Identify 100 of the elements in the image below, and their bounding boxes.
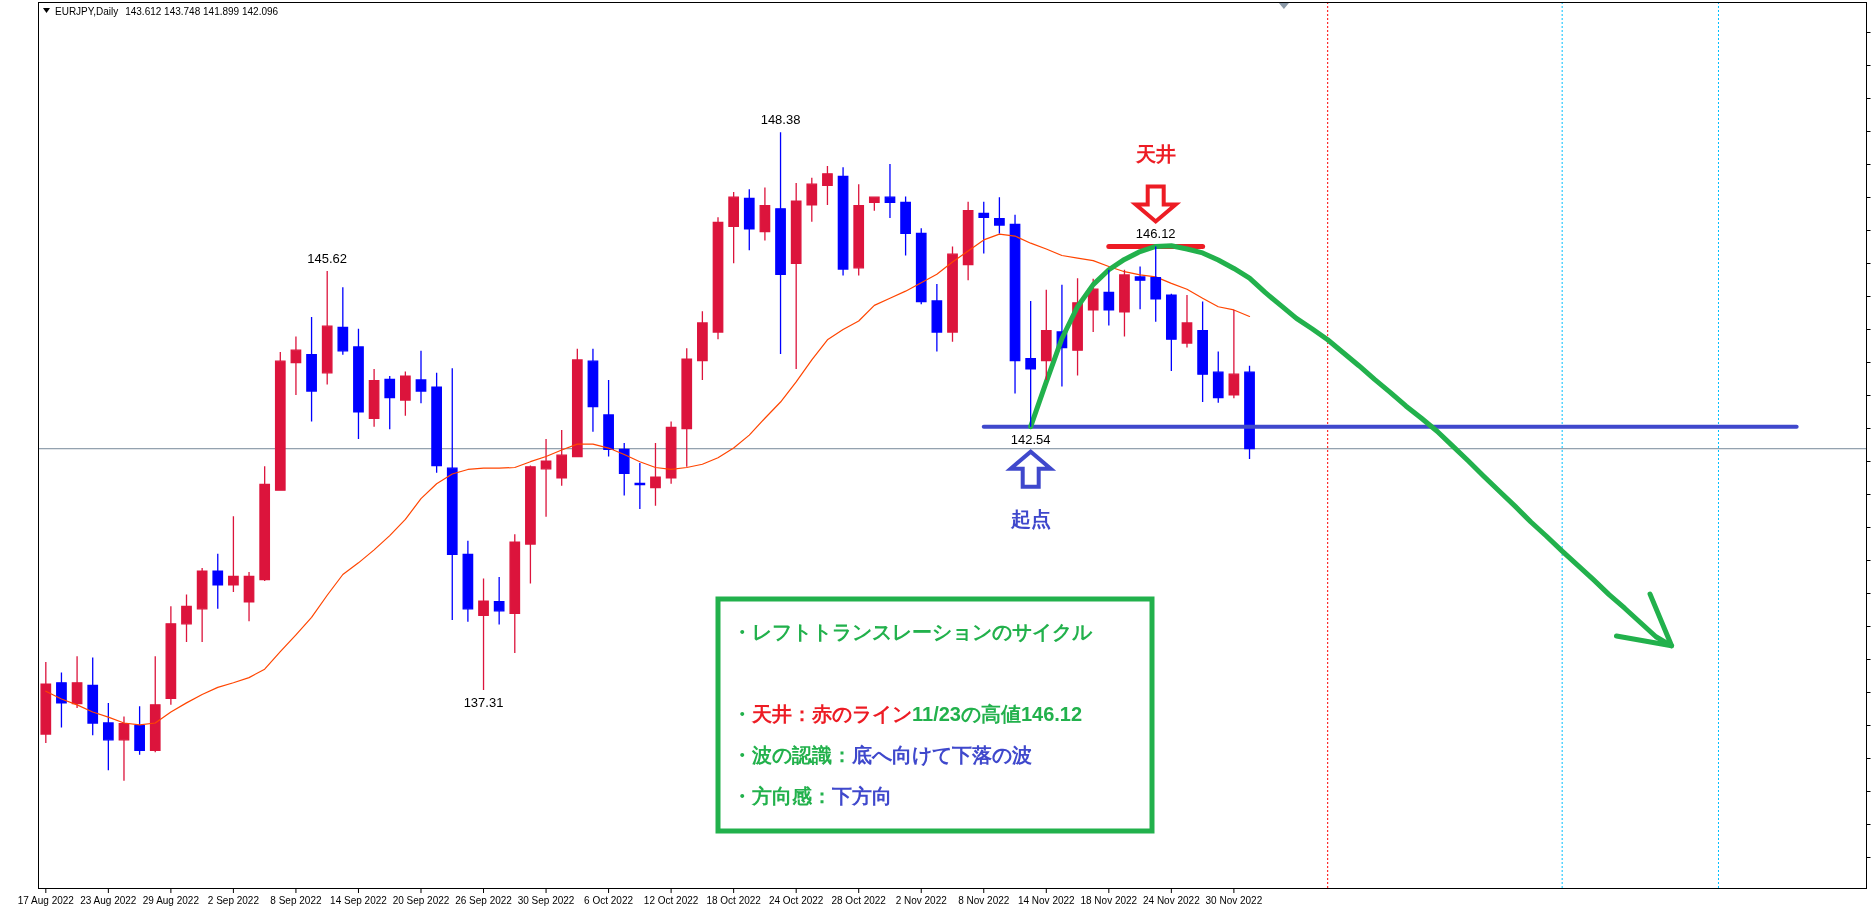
- text: 148.38: [760, 112, 801, 128]
- candlestick: [650, 442, 661, 507]
- chart-title: EURJPY,Daily: [55, 6, 119, 17]
- x-tick-label: 24 Nov 2022: [1143, 895, 1201, 906]
- candlestick: [71, 655, 83, 709]
- candlestick: [368, 368, 380, 428]
- candlestick: [1150, 245, 1162, 323]
- candlestick: [40, 661, 52, 744]
- candlestick: [868, 195, 880, 212]
- x-tick-label: 30 Nov 2022: [1205, 895, 1263, 906]
- candlestick: [525, 464, 536, 585]
- x-tick-label: 26 Sep 2022: [455, 895, 513, 906]
- candlestick: [759, 186, 771, 242]
- annotation: 天井：赤のライン: [751, 703, 912, 725]
- x-tick-label: 29 Aug 2022: [142, 895, 200, 906]
- x-tick-label: 18 Oct 2022: [706, 895, 762, 906]
- x-tick-label: 30 Sep 2022: [517, 895, 575, 906]
- x-tick-label: 2 Nov 2022: [895, 895, 948, 906]
- candlestick: [1009, 214, 1021, 395]
- candlestick: [884, 163, 896, 219]
- candlestick: [1181, 294, 1193, 349]
- candlestick: [1165, 293, 1177, 372]
- candlestick: [1134, 265, 1146, 310]
- candlestick: [462, 540, 474, 623]
- candlestick: [1119, 269, 1130, 338]
- candlestick: [87, 656, 99, 736]
- candlestick: [697, 310, 708, 381]
- candlestick: [196, 567, 208, 643]
- candlestick: [806, 177, 818, 223]
- candlestick: [446, 367, 458, 621]
- candlestick: [900, 195, 911, 257]
- candlestick: [102, 702, 114, 771]
- candlestick: [306, 316, 317, 423]
- candlestick: [290, 335, 302, 396]
- annotation: ・レフトトランスレーションのサイクル: [732, 621, 1093, 643]
- text: 142.54: [1010, 431, 1051, 447]
- candlestick: [478, 577, 489, 691]
- candlestick: [228, 515, 239, 593]
- candlestick: [56, 671, 67, 729]
- text: 145.62: [307, 251, 348, 267]
- candlestick: [1103, 269, 1115, 327]
- candlestick: [1212, 350, 1224, 404]
- candlestick: [149, 655, 161, 753]
- x-tick-label: 2 Sep 2022: [207, 895, 260, 906]
- x-tick-label: 23 Aug 2022: [80, 895, 137, 906]
- candlestick: [962, 201, 974, 281]
- candlestick: [400, 370, 411, 417]
- candlestick: [509, 533, 521, 654]
- x-tick-label: 20 Sep 2022: [392, 895, 450, 906]
- candlestick: [134, 705, 145, 756]
- x-tick-label: 6 Oct 2022: [584, 895, 634, 906]
- candlestick: [274, 351, 286, 492]
- x-tick-label: 8 Nov 2022: [958, 895, 1010, 906]
- candlestick: [915, 227, 927, 305]
- x-tick-label: 8 Sep 2022: [270, 895, 322, 906]
- candlestick: [634, 462, 646, 510]
- annotation: 天井: [1134, 143, 1176, 166]
- candlestick: [1025, 300, 1037, 428]
- candlestick: [353, 328, 364, 440]
- candlestick: [947, 245, 958, 343]
- x-tick-label: 28 Oct 2022: [831, 895, 887, 906]
- candlestick: [165, 605, 177, 706]
- annotation: ・: [732, 703, 752, 725]
- candlestick: [822, 165, 833, 206]
- candlestick: [556, 429, 568, 487]
- candlestick: [259, 465, 271, 582]
- candlestick: [790, 182, 802, 370]
- candlestick: [994, 196, 1005, 235]
- annotation: 11/23の高値146.12: [912, 703, 1083, 725]
- candlestick: [243, 571, 255, 622]
- text: 146.12: [1135, 226, 1176, 242]
- chart-subtitle: 143.612 143.748 141.899 142.096: [125, 6, 279, 17]
- candlestick: [665, 420, 677, 485]
- x-tick-label: 18 Nov 2022: [1080, 895, 1138, 906]
- candlestick: [118, 715, 130, 782]
- candlestick: [1244, 365, 1255, 460]
- annotation: 起点: [1009, 507, 1051, 530]
- candlestick: [431, 372, 442, 474]
- candlestick: [540, 438, 552, 518]
- x-tick-label: 17 Aug 2022: [17, 895, 75, 906]
- candlestick: [853, 183, 865, 277]
- candlestick: [1228, 309, 1240, 399]
- text: 下方向: [831, 785, 892, 807]
- candlestick: [618, 442, 630, 497]
- candlestick: [415, 350, 427, 404]
- candlestick: [681, 347, 693, 468]
- candlestick: [603, 379, 614, 458]
- candlestick: [931, 283, 943, 353]
- candlestick: [712, 216, 724, 340]
- x-tick-label: 14 Nov 2022: [1017, 895, 1076, 906]
- candlestick: [837, 166, 849, 277]
- candlestick: [212, 553, 224, 610]
- candlestick: [181, 593, 192, 643]
- text: ・方向感：: [732, 785, 832, 807]
- annotation: 底へ向けて下落の波: [851, 744, 1032, 767]
- candlestick: [775, 131, 786, 355]
- candlestick: [571, 348, 583, 458]
- candlestick: [321, 270, 333, 386]
- x-tick-label: 24 Oct 2022: [768, 895, 824, 906]
- candlestick: [587, 348, 599, 433]
